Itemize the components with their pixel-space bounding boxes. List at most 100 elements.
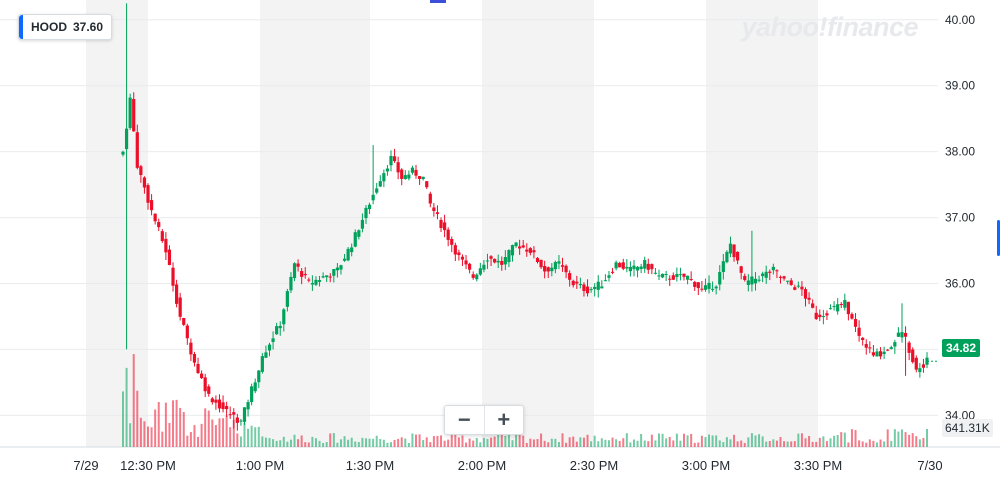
volume-bar (622, 438, 625, 447)
volume-bar (811, 441, 814, 447)
candle-body (489, 256, 493, 259)
candle-body (260, 356, 264, 372)
volume-bar (690, 433, 693, 447)
candle-body (571, 280, 575, 286)
volume-bar (311, 436, 314, 447)
candle-body (175, 284, 179, 304)
candle-body (650, 264, 654, 270)
volume-bar (186, 435, 189, 447)
volume-bar (175, 399, 178, 447)
candle-body (578, 283, 582, 286)
volume-bar (407, 442, 410, 447)
candle-body (711, 288, 715, 290)
y-tick-label: 34.00 (945, 408, 975, 422)
candle-body (257, 370, 261, 383)
candle-body (371, 194, 375, 201)
volume-bar (482, 437, 485, 447)
time-band (260, 0, 370, 447)
volume-bar (350, 437, 353, 447)
candle-body (889, 347, 893, 349)
volume-bar (314, 438, 317, 447)
volume-bar (904, 432, 907, 447)
candle-body (736, 251, 740, 261)
volume-bar (740, 440, 743, 447)
volume-bar (786, 441, 789, 447)
zoom-in-button[interactable]: + (497, 407, 511, 432)
candle-body (839, 304, 843, 306)
candle-body (903, 332, 908, 337)
volume-bar (282, 436, 285, 447)
candle-body (582, 284, 586, 291)
volume-bar (861, 441, 864, 447)
candle-body (853, 318, 858, 327)
candle-body (253, 382, 257, 392)
candle-body (392, 156, 397, 162)
volume-bar (132, 354, 135, 447)
candle-body (514, 242, 518, 247)
volume-bar (322, 442, 325, 447)
candle-body (618, 262, 622, 268)
candle-body (678, 274, 683, 276)
volume-bar (157, 402, 160, 447)
volume-bar (793, 441, 796, 447)
volume-bar (540, 433, 543, 447)
volume-bar (850, 429, 853, 447)
volume-bar (125, 367, 128, 447)
volume-bar (418, 434, 421, 447)
candle-body (317, 280, 322, 282)
candle-body (142, 177, 147, 188)
candle-body (250, 386, 254, 403)
volume-bar (572, 436, 575, 447)
volume-bar (536, 439, 539, 447)
volume-bar (404, 438, 407, 447)
volume-bar (507, 433, 510, 447)
volume-bar (375, 435, 378, 447)
volume-bar (586, 434, 589, 447)
volume-bar (425, 437, 428, 447)
volume-bar (382, 439, 385, 447)
volume-bar (900, 429, 903, 447)
candle-body (385, 168, 390, 172)
volume-bar (683, 433, 686, 447)
volume-bar (497, 434, 500, 447)
candle-body (417, 176, 422, 180)
y-tick-label: 40.00 (945, 13, 975, 27)
volume-bar (640, 433, 643, 447)
volume-bar (675, 433, 678, 447)
candle-body (693, 282, 697, 287)
candle-body (124, 128, 129, 150)
volume-bar (204, 408, 207, 447)
volume-bar (136, 390, 139, 447)
candle-body (335, 267, 339, 271)
candle-body (836, 304, 840, 312)
volume-bar (443, 440, 446, 447)
volume-bar (643, 440, 646, 447)
ticker-badge: HOOD 37.60 (18, 14, 113, 40)
axis-drag-handle[interactable] (997, 220, 1000, 256)
range-marker[interactable] (430, 0, 446, 3)
candle-body (543, 265, 547, 272)
candle-body (475, 274, 479, 280)
candle-body (225, 406, 229, 410)
volume-bar (286, 441, 289, 447)
volume-bar (336, 442, 339, 447)
candle-body (339, 265, 343, 270)
volume-bar (550, 438, 553, 447)
candle-body (482, 264, 486, 270)
candle-body (382, 173, 386, 182)
volume-bar (468, 438, 471, 447)
ticker-price: 37.60 (73, 20, 104, 34)
candle-body (635, 266, 640, 271)
candle-body (550, 267, 554, 272)
volume-bar (268, 438, 271, 447)
volume-bar (800, 433, 803, 447)
candle-body (685, 275, 690, 280)
candle-body (232, 412, 236, 415)
volume-bar (254, 427, 257, 447)
candle-body (743, 275, 747, 281)
candle-body (803, 289, 808, 299)
zoom-out-button[interactable]: − (445, 406, 485, 434)
volume-bar (379, 439, 382, 447)
candle-body (596, 281, 600, 290)
